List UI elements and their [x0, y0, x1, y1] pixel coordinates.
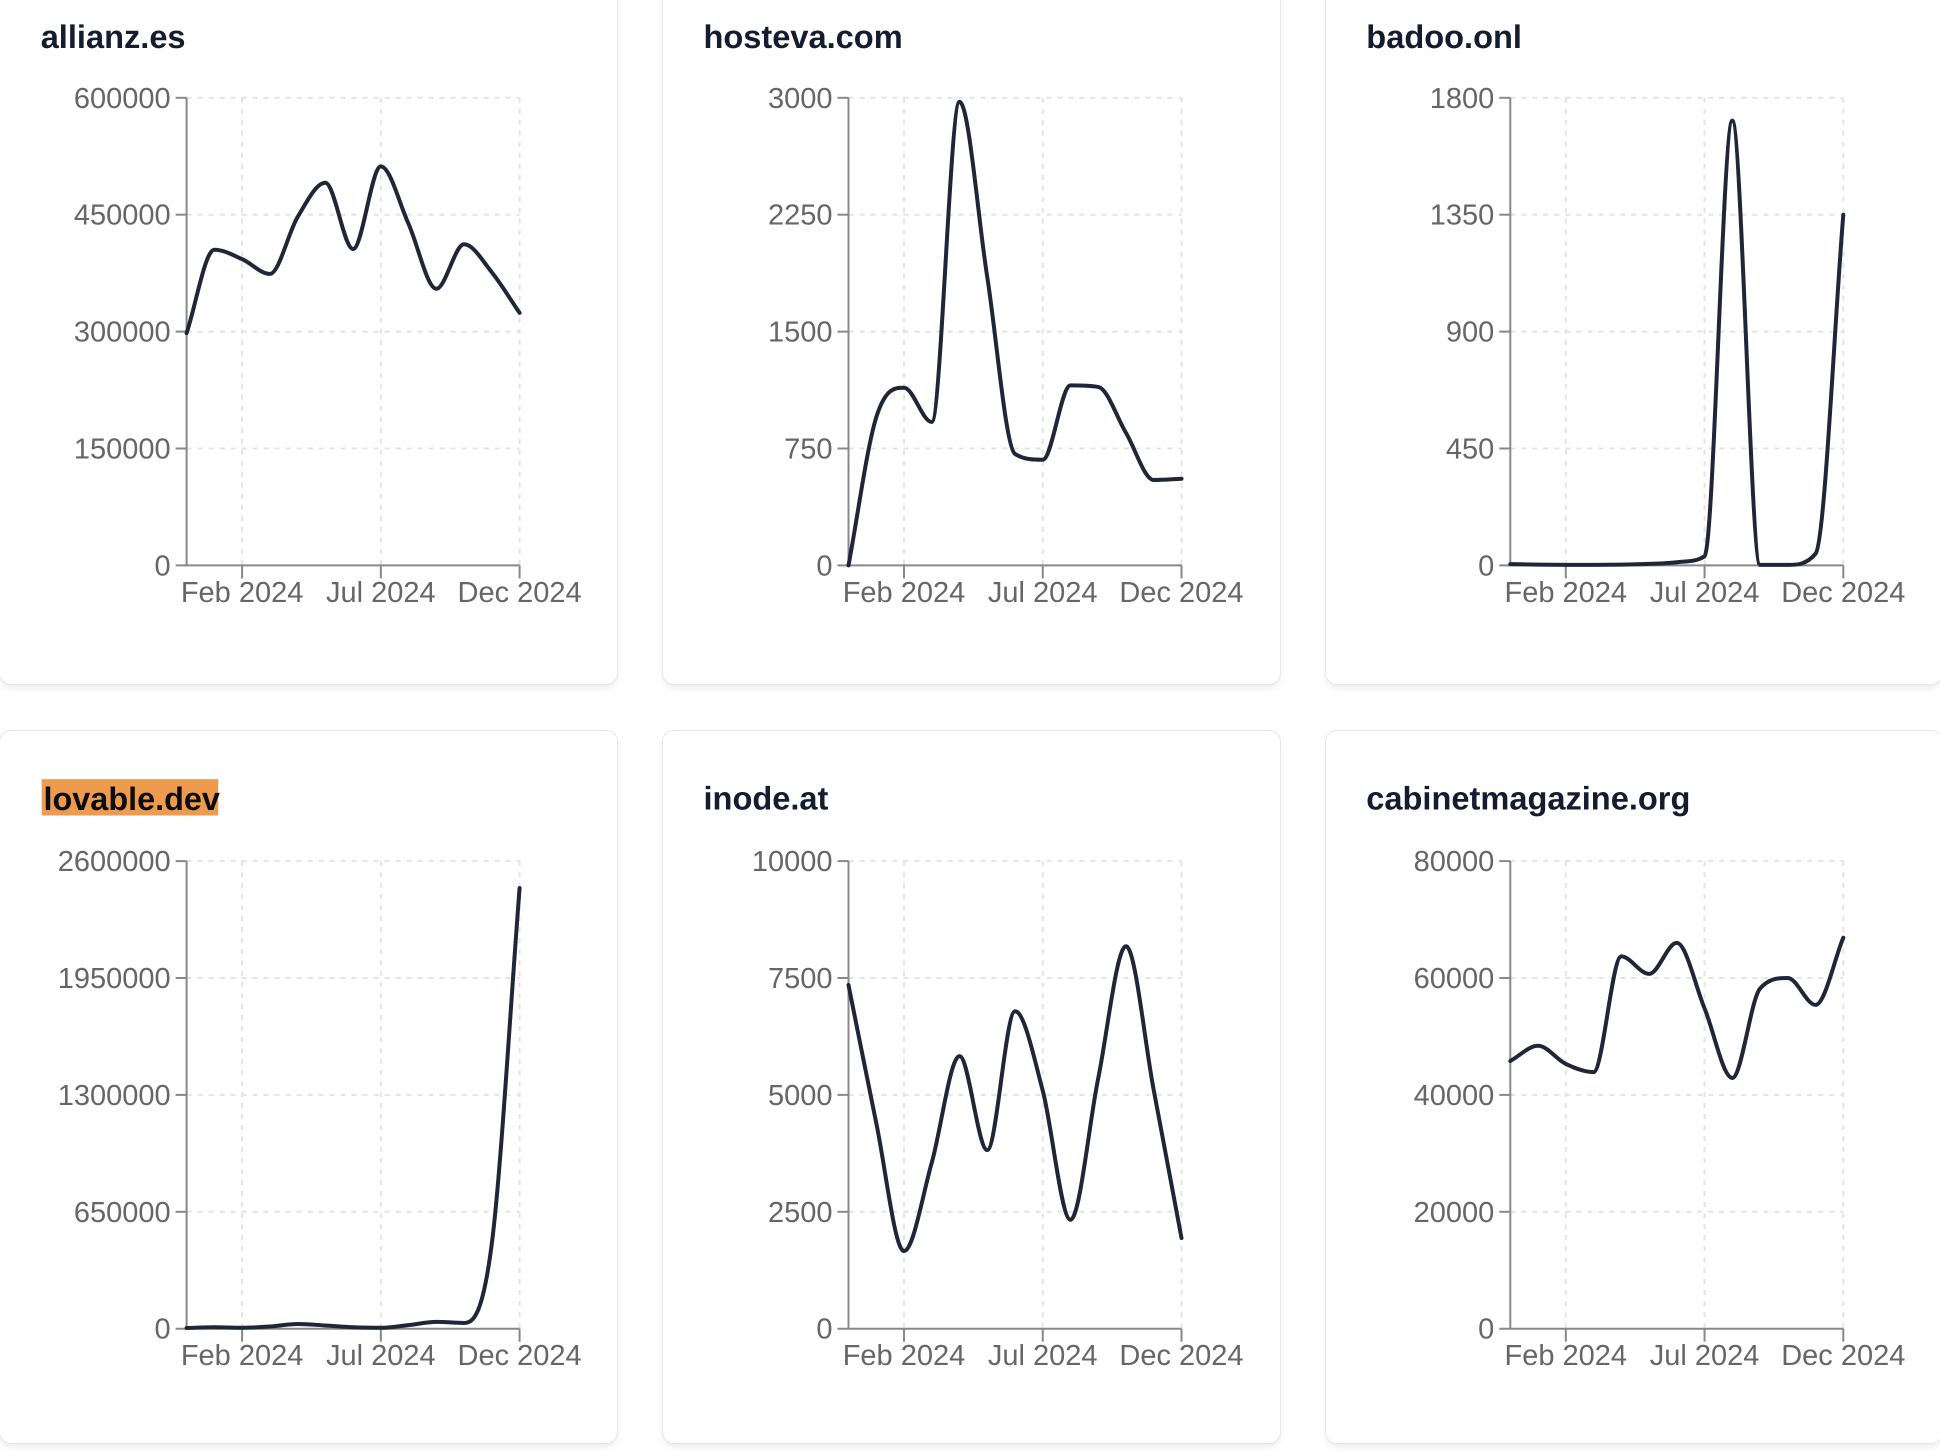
- svg-text:Feb 2024: Feb 2024: [181, 1340, 304, 1372]
- svg-text:3000: 3000: [768, 83, 833, 115]
- svg-text:Dec 2024: Dec 2024: [1781, 1340, 1905, 1372]
- svg-text:badoo.onl: badoo.onl: [1366, 18, 1522, 55]
- svg-text:10000: 10000: [752, 846, 833, 878]
- svg-text:0: 0: [816, 550, 832, 582]
- svg-text:Feb 2024: Feb 2024: [1505, 1340, 1628, 1372]
- svg-text:Dec 2024: Dec 2024: [1781, 577, 1905, 609]
- svg-text:1800: 1800: [1430, 83, 1495, 115]
- svg-text:650000: 650000: [74, 1197, 171, 1229]
- svg-text:1300000: 1300000: [58, 1080, 171, 1112]
- svg-text:0: 0: [154, 1314, 170, 1346]
- svg-text:750: 750: [784, 434, 832, 466]
- svg-text:0: 0: [1478, 1314, 1494, 1346]
- svg-text:Dec 2024: Dec 2024: [458, 577, 582, 609]
- svg-text:60000: 60000: [1414, 963, 1495, 995]
- svg-text:7500: 7500: [768, 963, 833, 995]
- svg-text:450: 450: [1446, 434, 1494, 466]
- svg-text:1350: 1350: [1430, 200, 1495, 232]
- svg-text:0: 0: [816, 1314, 832, 1346]
- svg-text:2250: 2250: [768, 200, 833, 232]
- svg-text:5000: 5000: [768, 1080, 833, 1112]
- svg-text:hosteva.com: hosteva.com: [704, 18, 903, 55]
- svg-text:450000: 450000: [74, 200, 171, 232]
- svg-text:1500: 1500: [768, 317, 833, 349]
- svg-text:Jul 2024: Jul 2024: [326, 577, 436, 609]
- svg-text:Dec 2024: Dec 2024: [1119, 1340, 1243, 1372]
- svg-text:Dec 2024: Dec 2024: [458, 1340, 582, 1372]
- svg-text:Jul 2024: Jul 2024: [1650, 577, 1760, 609]
- svg-text:900: 900: [1446, 317, 1494, 349]
- svg-text:20000: 20000: [1414, 1197, 1495, 1229]
- svg-text:Jul 2024: Jul 2024: [1650, 1340, 1760, 1372]
- svg-text:40000: 40000: [1414, 1080, 1495, 1112]
- svg-text:600000: 600000: [74, 83, 171, 115]
- svg-text:Feb 2024: Feb 2024: [1505, 577, 1628, 609]
- svg-text:300000: 300000: [74, 317, 171, 349]
- svg-text:Feb 2024: Feb 2024: [843, 577, 966, 609]
- svg-text:2500: 2500: [768, 1197, 833, 1229]
- svg-text:2600000: 2600000: [58, 846, 171, 878]
- svg-text:Dec 2024: Dec 2024: [1119, 577, 1243, 609]
- svg-text:Jul 2024: Jul 2024: [988, 577, 1098, 609]
- svg-text:80000: 80000: [1414, 846, 1495, 878]
- svg-text:Feb 2024: Feb 2024: [843, 1340, 966, 1372]
- svg-text:150000: 150000: [74, 434, 171, 466]
- svg-text:Feb 2024: Feb 2024: [181, 577, 304, 609]
- svg-text:0: 0: [154, 550, 170, 582]
- svg-text:Jul 2024: Jul 2024: [988, 1340, 1098, 1372]
- svg-text:lovable.dev: lovable.dev: [44, 781, 220, 817]
- svg-text:1950000: 1950000: [58, 963, 171, 995]
- svg-text:cabinetmagazine.org: cabinetmagazine.org: [1366, 780, 1690, 817]
- svg-text:allianz.es: allianz.es: [41, 18, 186, 55]
- svg-text:Jul 2024: Jul 2024: [326, 1340, 436, 1372]
- svg-text:0: 0: [1478, 550, 1494, 582]
- svg-text:inode.at: inode.at: [704, 780, 829, 817]
